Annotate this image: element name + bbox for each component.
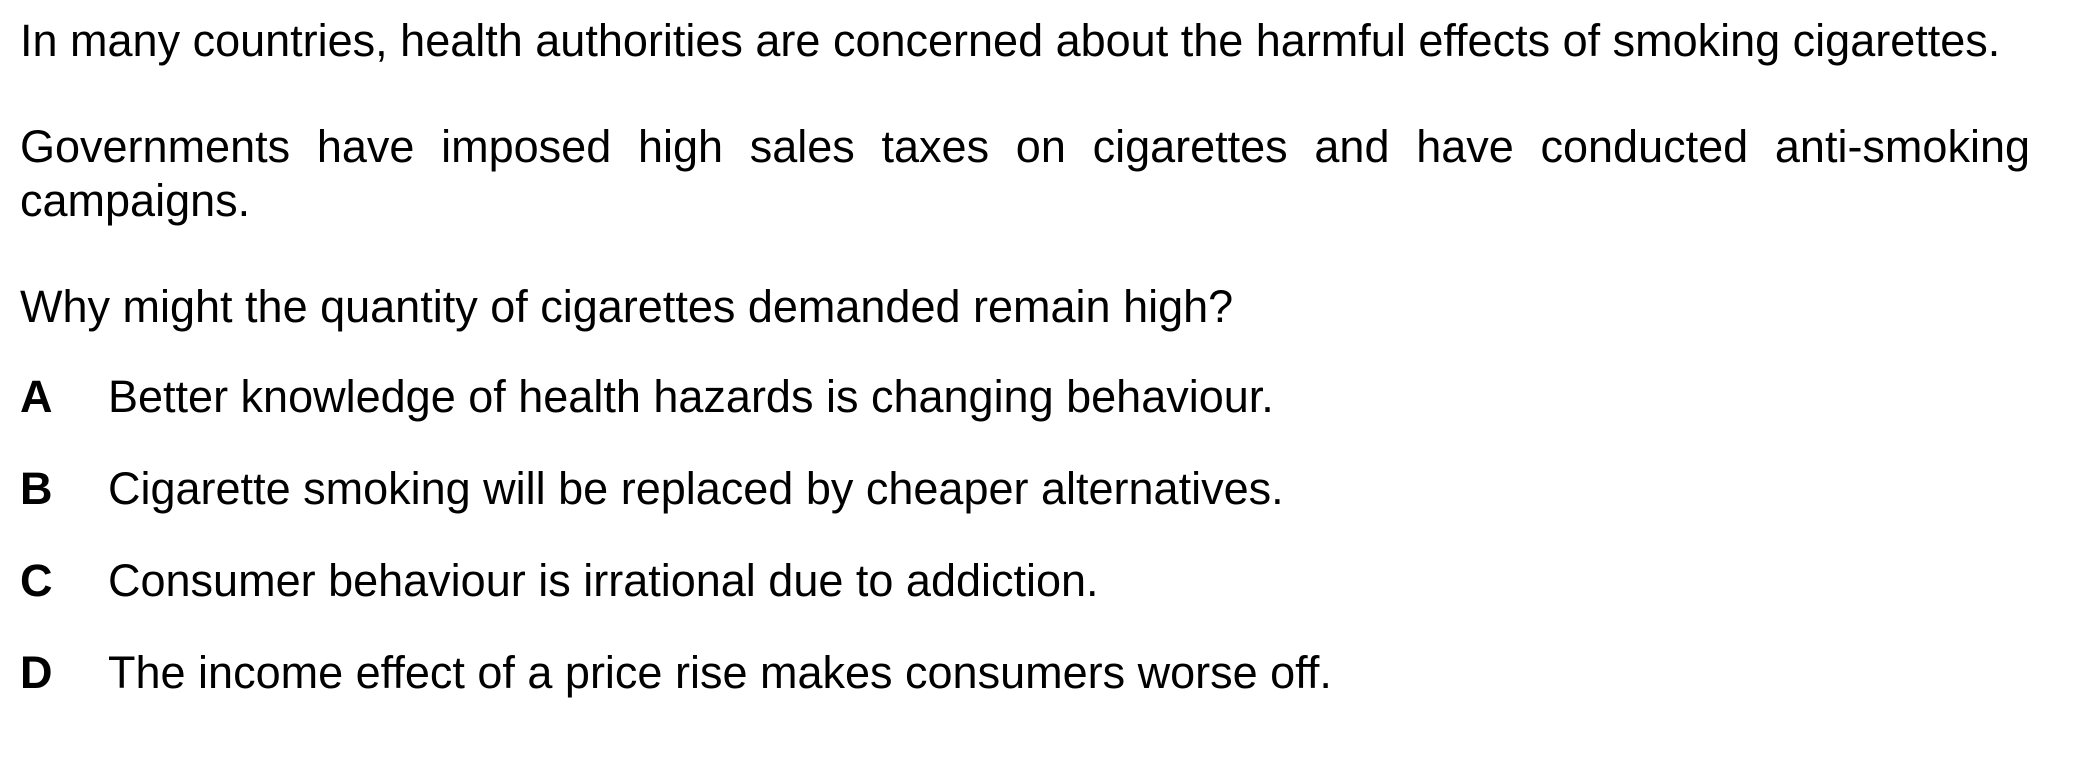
option-letter: D <box>20 647 53 698</box>
option-text: Consumer behaviour is irrational due to … <box>108 555 1099 606</box>
option-letter: A <box>20 371 53 422</box>
option-letter: C <box>20 555 53 606</box>
answer-options: A Better knowledge of health hazards is … <box>20 370 2030 700</box>
option-a[interactable]: A Better knowledge of health hazards is … <box>20 370 2030 424</box>
question-document: In many countries, health authorities ar… <box>20 14 2030 738</box>
option-text: Cigarette smoking will be replaced by ch… <box>108 463 1284 514</box>
option-text: Better knowledge of health hazards is ch… <box>108 371 1274 422</box>
option-d[interactable]: D The income effect of a price rise make… <box>20 646 2030 700</box>
stem-paragraph-2: Governments have imposed high sales taxe… <box>20 121 2030 226</box>
option-letter: B <box>20 463 53 514</box>
option-text: The income effect of a price rise makes … <box>108 647 1332 698</box>
option-b[interactable]: B Cigarette smoking will be replaced by … <box>20 462 2030 516</box>
option-c[interactable]: C Consumer behaviour is irrational due t… <box>20 554 2030 608</box>
question-prompt: Why might the quantity of cigarettes dem… <box>20 281 1234 332</box>
stem-paragraph-1: In many countries, health authorities ar… <box>20 15 2001 66</box>
